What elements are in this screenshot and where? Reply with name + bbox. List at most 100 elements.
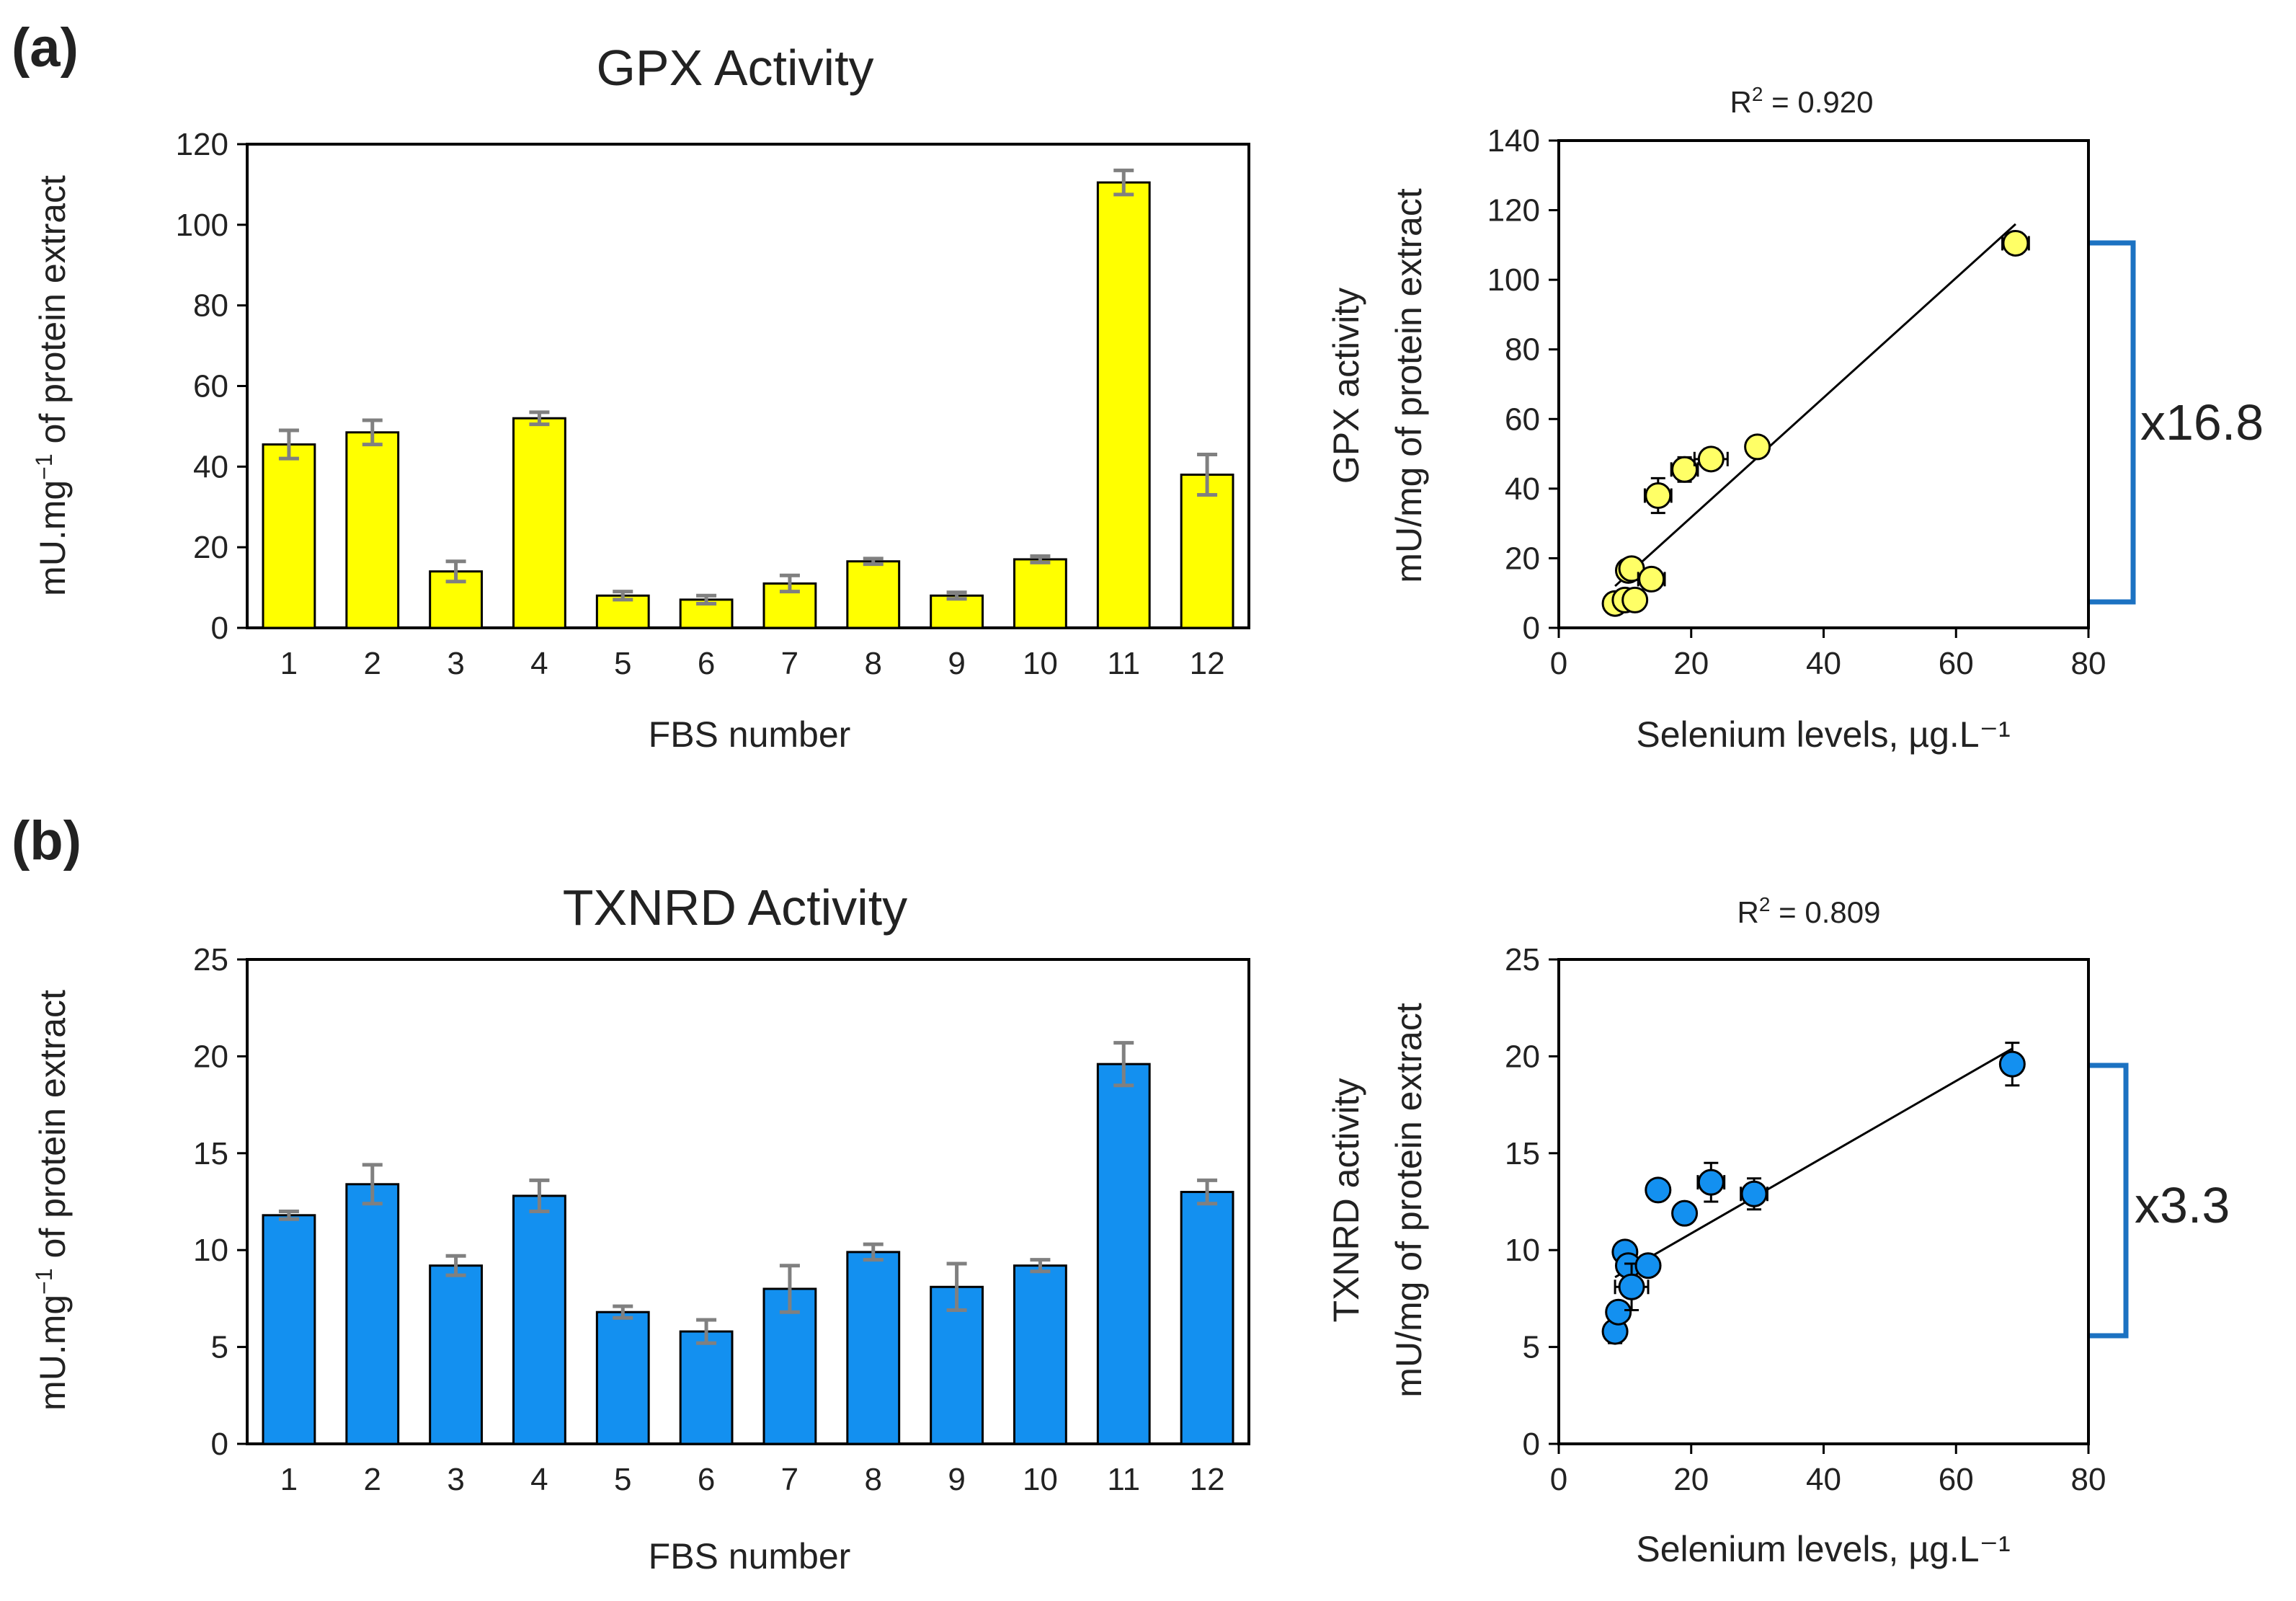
- gpx-r2-sup: 2: [1752, 83, 1763, 105]
- gpx-scatter-trendline: [1614, 223, 2016, 587]
- gpx-bar-xtick-label: 4: [530, 646, 548, 681]
- txnrd-r2-r: R: [1737, 895, 1759, 929]
- txnrd-bar-xtick-label: 6: [698, 1462, 715, 1497]
- gpx-bar-chart: GPX Activity mU.mg−1 of protein extract …: [31, 40, 1250, 755]
- gpx-bar-xtick-label: 5: [614, 646, 631, 681]
- txnrd-scatter-ylabel-line1: TXNRD activity: [1326, 1078, 1366, 1323]
- txnrd-scatter-point: [1697, 1168, 1725, 1196]
- gpx-bar-ytick-label: 0: [211, 611, 228, 646]
- gpx-bar-xtick-label: 1: [280, 646, 298, 681]
- txnrd-bar-ytick-label: 0: [211, 1427, 228, 1462]
- txnrd-scatter-ytick-label: 15: [1505, 1136, 1540, 1171]
- txnrd-scatter-point: [1618, 1273, 1645, 1300]
- txnrd-scatter-point: [1605, 1298, 1632, 1326]
- gpx-scatter-ytick-label: 140: [1487, 123, 1540, 159]
- txnrd-r2-sup: 2: [1759, 893, 1771, 915]
- txnrd-bar-ylabel-post: of protein extract: [32, 990, 73, 1268]
- gpx-bar-bar: [846, 560, 901, 629]
- txnrd-bar-xtick-label: 5: [614, 1462, 631, 1497]
- txnrd-scatter-ytick-label: 0: [1523, 1427, 1540, 1462]
- gpx-bar-xtick-label: 3: [447, 646, 464, 681]
- gpx-bar-bar: [1096, 181, 1151, 629]
- gpx-scatter-ylabel-line2: mU/mg of protein extract: [1389, 188, 1429, 583]
- gpx-scatter-xtick-label: 80: [2071, 646, 2106, 681]
- gpx-scatter-ytick-label: 40: [1505, 471, 1540, 507]
- txnrd-scatter-point: [1671, 1199, 1699, 1227]
- txnrd-scatter-point: [1634, 1252, 1662, 1280]
- txnrd-bar-ytick-label: 5: [211, 1330, 228, 1365]
- gpx-bar-xtick-label: 11: [1107, 646, 1140, 681]
- txnrd-bar-chart: TXNRD Activity mU.mg−1 of protein extrac…: [31, 879, 1250, 1576]
- gpx-bar-bar: [512, 417, 566, 629]
- txnrd-scatter-plot-frame: [1557, 958, 2090, 1445]
- gpx-scatter-xtick-label: 60: [1939, 646, 1974, 681]
- gpx-bar-ytick-label: 120: [176, 127, 228, 162]
- gpx-bar-bar: [595, 594, 650, 629]
- txnrd-r2-value: = 0.809: [1770, 895, 1880, 929]
- txnrd-scatter-ylabel-line2: mU/mg of protein extract: [1389, 1003, 1429, 1398]
- txnrd-bar-bar: [595, 1310, 650, 1445]
- gpx-bar-ytick-label: 40: [193, 449, 228, 484]
- gpx-bar-bar: [345, 431, 400, 629]
- gpx-scatter-ytick-label: 80: [1505, 332, 1540, 368]
- gpx-scatter-xlabel: Selenium levels, µg.L⁻¹: [1636, 714, 2010, 755]
- txnrd-bar-bar: [1013, 1264, 1067, 1445]
- gpx-bar-bar: [1013, 558, 1067, 629]
- txnrd-scatter-point: [1645, 1176, 1672, 1204]
- gpx-bar-xtick-label: 9: [948, 646, 965, 681]
- txnrd-bar-bar: [1096, 1063, 1151, 1445]
- txnrd-fold-bracket: [2090, 1063, 2129, 1339]
- gpx-scatter-point: [1744, 433, 1771, 461]
- gpx-r2-value: = 0.920: [1763, 85, 1873, 119]
- txnrd-scatter-ytick-label: 20: [1505, 1039, 1540, 1074]
- txnrd-bar-xtick-label: 12: [1190, 1462, 1225, 1497]
- gpx-scatter-plot-frame: [1557, 139, 2090, 629]
- txnrd-bar-xtick-label: 10: [1023, 1462, 1058, 1497]
- gpx-scatter-ytick-label: 120: [1487, 193, 1540, 229]
- gpx-bar-xtick-label: 10: [1023, 646, 1058, 681]
- gpx-bar-xtick-label: 2: [364, 646, 381, 681]
- gpx-bar-ylabel: mU.mg−1 of protein extract: [31, 175, 73, 596]
- txnrd-bar-xtick-label: 9: [948, 1462, 965, 1497]
- gpx-scatter-ytick-label: 60: [1505, 402, 1540, 437]
- txnrd-bar-ylabel: mU.mg−1 of protein extract: [31, 990, 73, 1411]
- txnrd-scatter-ytick-label: 25: [1505, 942, 1540, 977]
- txnrd-bar-title: TXNRD Activity: [563, 879, 907, 936]
- txnrd-scatter-xtick-label: 0: [1550, 1462, 1567, 1497]
- gpx-scatter-ytick-label: 100: [1487, 262, 1540, 298]
- gpx-scatter-point: [1645, 482, 1672, 510]
- txnrd-fold-label: x3.3: [2135, 1177, 2230, 1233]
- gpx-scatter-point: [1671, 456, 1699, 483]
- gpx-scatter-plot: 0 20 40 60 80 100 120 140 0 20 40 60 80: [1487, 123, 2106, 681]
- gpx-bar-xlabel: FBS number: [649, 714, 851, 755]
- txnrd-scatter-plot: 0 5 10 15 20 25 0 20 40 60 80: [1505, 942, 2106, 1497]
- gpx-scatter-ytick-label: 20: [1505, 541, 1540, 576]
- txnrd-scatter-ytick-label: 10: [1505, 1233, 1540, 1268]
- txnrd-bar-plot-frame: [246, 958, 1250, 1445]
- gpx-scatter-point: [1697, 445, 1725, 473]
- gpx-r2-label: R2 = 0.920: [1730, 83, 1874, 119]
- gpx-bar-bar: [1180, 474, 1234, 629]
- txnrd-scatter-point: [1998, 1050, 2026, 1078]
- gpx-bar-ytick-label: 80: [193, 288, 228, 324]
- gpx-bar-bar: [262, 443, 316, 629]
- txnrd-bar-xtick-label: 4: [530, 1462, 548, 1497]
- txnrd-bar-bar: [846, 1251, 901, 1445]
- gpx-fold-label: x16.8: [2140, 394, 2264, 451]
- txnrd-bar-bar: [429, 1264, 483, 1445]
- gpx-bar-ytick-label: 20: [193, 530, 228, 565]
- txnrd-scatter-ytick-label: 5: [1523, 1330, 1540, 1365]
- gpx-scatter-ytick-label: 0: [1523, 611, 1540, 646]
- txnrd-bar-bar: [930, 1285, 984, 1445]
- txnrd-bar-xlabel: FBS number: [649, 1536, 851, 1576]
- txnrd-scatter-trendline: [1614, 1047, 2014, 1279]
- gpx-bar-ylabel-post: of protein extract: [32, 175, 73, 453]
- gpx-bar-xtick-label: 8: [865, 646, 882, 681]
- gpx-scatter-ylabel-line1: GPX activity: [1326, 288, 1366, 484]
- gpx-scatter-xtick-label: 0: [1550, 646, 1567, 681]
- txnrd-bar-bar: [679, 1330, 734, 1445]
- txnrd-scatter-point: [1740, 1180, 1768, 1207]
- gpx-bar-xtick-label: 12: [1190, 646, 1225, 681]
